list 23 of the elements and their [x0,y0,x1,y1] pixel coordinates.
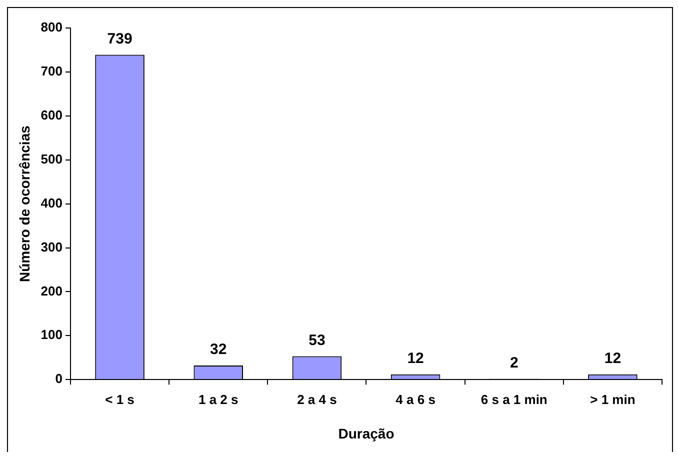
x-tick-label: > 1 min [590,392,636,407]
data-label: 739 [107,30,132,48]
x-tick-label: 2 a 4 s [297,392,337,407]
y-tick-label: 400 [40,195,62,210]
y-tick-label: 800 [40,20,62,35]
x-tick-label: < 1 s [105,392,134,407]
data-label: 12 [407,350,424,367]
x-tick-label: 1 a 2 s [198,392,238,407]
x-axis-title: Duração [338,425,394,442]
y-tick-label: 700 [40,64,62,79]
y-tick-label: 100 [40,327,62,342]
y-tick-label: 0 [55,371,62,386]
x-tick-label: 6 s a 1 min [480,392,548,407]
x-tick-label: 4 a 6 s [396,392,436,407]
y-tick-label: 300 [40,239,62,254]
y-tick-label: 200 [40,283,62,298]
y-tick-label: 600 [40,107,62,122]
data-label: 12 [604,350,622,367]
y-tick-label: 500 [40,151,62,166]
y-axis-title: Número de ocorrências [16,125,32,282]
data-label: 2 [510,354,518,372]
data-label: 53 [308,332,326,349]
data-label: 32 [210,341,227,358]
